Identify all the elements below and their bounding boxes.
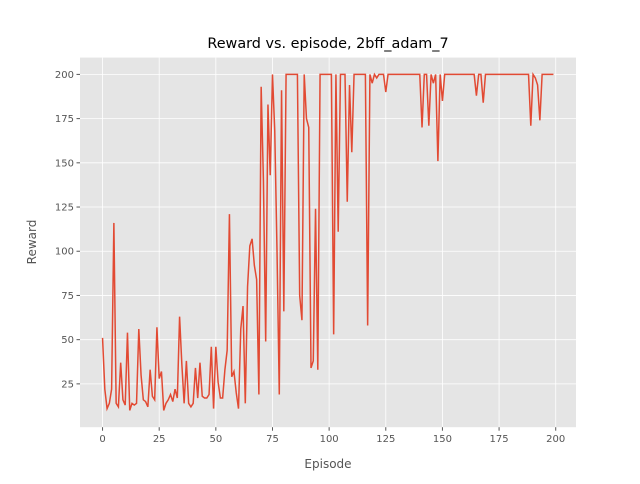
x-tick-label: 50: [209, 434, 222, 445]
y-tick-label: 200: [55, 70, 74, 81]
y-tick-label: 175: [55, 114, 74, 125]
x-tick-label: 75: [266, 434, 279, 445]
plot-area: [80, 57, 576, 428]
x-tick-label: 100: [320, 434, 339, 445]
chart-title: Reward vs. episode, 2bff_adam_7: [207, 36, 448, 52]
y-tick-label: 150: [55, 158, 74, 169]
x-axis-label: Episode: [304, 457, 351, 471]
x-tick-label: 125: [376, 434, 395, 445]
y-tick-label: 75: [61, 291, 74, 302]
y-tick-label: 100: [55, 247, 74, 258]
x-tick-label: 0: [99, 434, 105, 445]
y-tick-label: 50: [61, 335, 74, 346]
x-tick-label: 175: [490, 434, 509, 445]
y-tick-label: 25: [61, 379, 74, 390]
x-tick-label: 200: [546, 434, 565, 445]
y-tick-label: 125: [55, 203, 74, 214]
x-tick-label: 150: [433, 434, 452, 445]
y-axis-label: Reward: [25, 220, 39, 265]
data-line: [101, 72, 554, 412]
x-tick-label: 25: [153, 434, 166, 445]
